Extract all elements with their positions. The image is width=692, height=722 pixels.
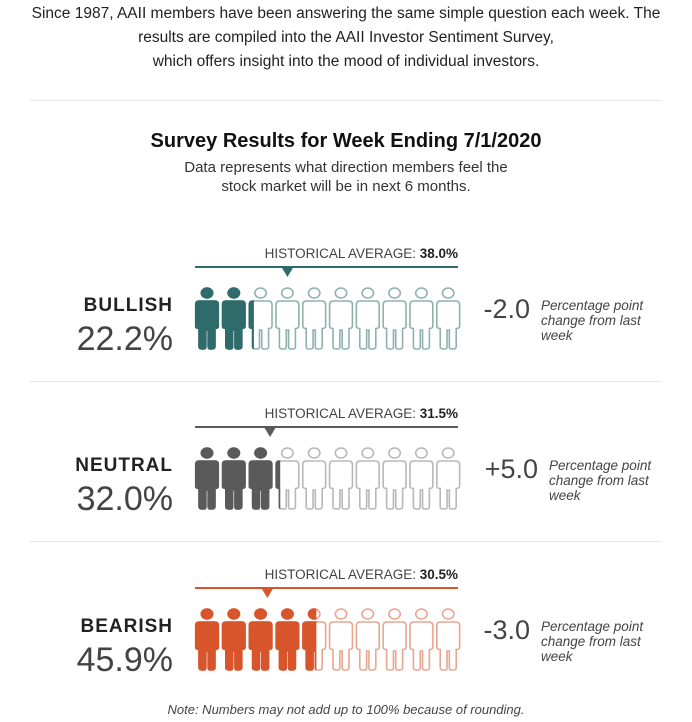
pictograph-neutral — [194, 426, 461, 510]
person-icon — [382, 608, 407, 671]
historical-average-marker — [281, 267, 294, 277]
historical-average-marker — [264, 427, 277, 437]
pictograph-bearish — [194, 587, 461, 671]
person-icon — [435, 287, 461, 350]
person-icon — [194, 287, 220, 350]
person-icon — [328, 287, 354, 350]
subtitle-line-2: stock market will be in next 6 months. — [221, 178, 471, 195]
person-icon — [409, 608, 434, 671]
rounding-note: Note: Numbers may not add up to 100% bec… — [167, 702, 525, 717]
person-icon — [328, 608, 354, 671]
change-note: Percentage point change from last week — [541, 619, 644, 664]
intro-line-1: Since 1987, AAII members have been answe… — [31, 5, 661, 22]
percentage-value: 45.9% — [76, 641, 173, 679]
change-value: +5.0 — [484, 454, 538, 484]
person-icon — [275, 447, 300, 510]
person-icon — [409, 287, 434, 350]
person-icon — [221, 287, 247, 350]
percentage-value: 22.2% — [76, 320, 173, 358]
person-icon — [275, 608, 300, 671]
person-icon — [301, 287, 327, 350]
person-icon — [382, 287, 407, 350]
person-icon — [435, 608, 461, 671]
historical-average-prefix: HISTORICAL AVERAGE: — [264, 406, 420, 421]
historical-average-label: HISTORICAL AVERAGE: 30.5% — [265, 567, 458, 582]
person-icon — [382, 447, 407, 510]
historical-average-prefix: HISTORICAL AVERAGE: — [264, 246, 420, 261]
historical-average-marker — [261, 588, 274, 598]
category-label: BULLISH — [83, 295, 173, 316]
top-divider — [30, 100, 662, 101]
chart-subtitle: Data represents what direction members f… — [180, 158, 512, 196]
chart-title: Survey Results for Week Ending 7/1/2020 — [150, 130, 542, 152]
historical-average-label: HISTORICAL AVERAGE: 38.0% — [265, 246, 458, 261]
person-icon — [221, 447, 247, 510]
person-icon — [301, 447, 327, 510]
intro-text: Since 1987, AAII members have been answe… — [0, 2, 692, 74]
historical-average-prefix: HISTORICAL AVERAGE: — [264, 567, 420, 582]
person-icon — [328, 447, 354, 510]
person-icon — [355, 287, 381, 350]
person-icon — [194, 447, 220, 510]
person-icon — [275, 287, 300, 350]
subtitle-line-1: Data represents what direction members f… — [184, 159, 508, 176]
percentage-value: 32.0% — [76, 480, 173, 518]
category-label: BEARISH — [80, 616, 173, 637]
historical-average-value: 38.0% — [419, 246, 458, 261]
intro-line-2: results are compiled into the AAII Inves… — [138, 29, 554, 46]
person-icon — [355, 447, 381, 510]
person-icon — [409, 447, 434, 510]
person-icon — [221, 608, 247, 671]
category-label: NEUTRAL — [75, 455, 173, 476]
historical-average-value: 31.5% — [419, 406, 458, 421]
change-note: Percentage point change from last week — [549, 458, 652, 503]
historical-average-value: 30.5% — [419, 567, 458, 582]
pictograph-bullish — [194, 266, 461, 350]
person-icon — [248, 447, 273, 510]
person-icon — [248, 608, 273, 671]
person-icon — [248, 287, 273, 350]
intro-line-3: which offers insight into the mood of in… — [152, 53, 540, 70]
change-value: -3.0 — [483, 615, 530, 645]
historical-average-label: HISTORICAL AVERAGE: 31.5% — [265, 406, 458, 421]
person-icon — [301, 608, 327, 671]
person-icon — [435, 447, 461, 510]
change-note: Percentage point change from last week — [541, 298, 644, 343]
row-divider — [30, 381, 662, 382]
person-icon — [194, 608, 220, 671]
row-divider — [30, 541, 662, 542]
person-icon — [355, 608, 381, 671]
change-value: -2.0 — [483, 294, 530, 324]
